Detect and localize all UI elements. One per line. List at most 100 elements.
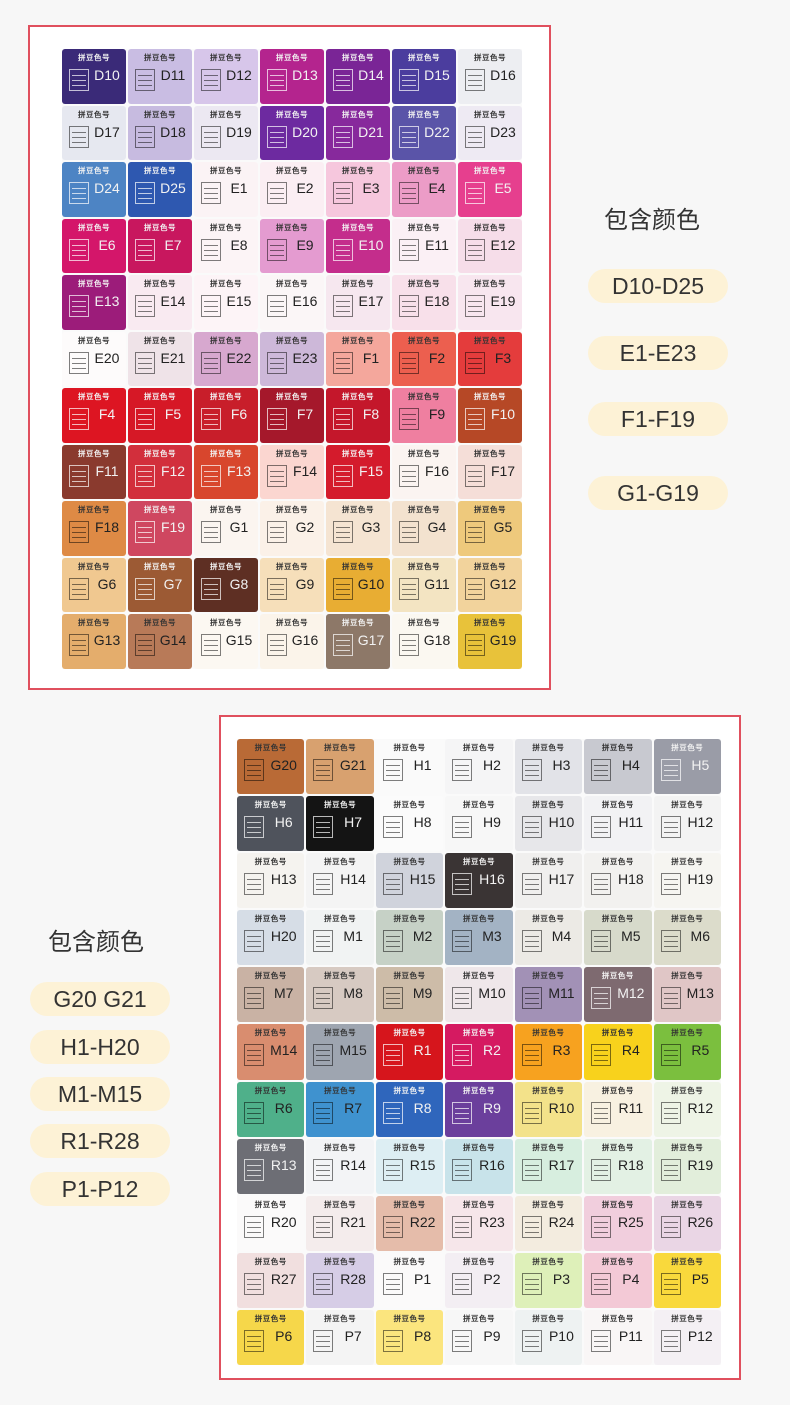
swatch-brand-label: 拼豆色号 [210,279,242,289]
swatch-info-box [452,987,473,1010]
swatch-code: E9 [296,236,314,253]
swatch-brand-label: 拼豆色号 [78,505,110,515]
swatch-brand-label: 拼豆色号 [210,335,242,345]
swatch-card: 拼豆色号 G4 [392,501,456,556]
swatch-brand-label: 拼豆色号 [393,1199,426,1209]
swatch-info-box [333,351,353,374]
swatch-info-box [465,295,485,318]
swatch-info-box [399,577,419,600]
swatch-card: 拼豆色号 M10 [445,967,513,1023]
swatch-card: 拼豆色号 G10 [326,557,390,613]
swatch-card: 拼豆色号 E21 [128,331,192,387]
swatch-info-box [382,1158,403,1181]
range-badge: H1-H20 [30,1030,170,1064]
swatch-code: F18 [94,519,120,536]
swatch-code: H5 [691,757,710,773]
swatch-code: G1 [229,519,249,536]
swatch-brand-label: 拼豆色号 [210,222,242,232]
swatch-card: 拼豆色号 G15 [194,614,258,669]
swatch-brand-label: 拼豆色号 [532,1142,565,1152]
swatch-brand-label: 拼豆色号 [144,505,176,515]
swatch-code: E3 [362,180,380,197]
swatch-info-box [591,987,612,1010]
swatch-card: 拼豆色号 R4 [584,1024,652,1080]
swatch-info-box [382,1215,403,1238]
swatch-info-box [333,69,353,91]
swatch-code: D16 [490,67,516,83]
swatch-card: 拼豆色号 G19 [458,614,522,669]
swatch-info-box [591,1272,612,1295]
swatch-info-box [267,125,287,148]
swatch-card: 拼豆色号 E4 [392,162,456,217]
swatch-code: E14 [160,293,186,310]
swatch-card: 拼豆色号 R26 [653,1195,721,1251]
swatch-card: 拼豆色号 R24 [514,1195,583,1251]
swatch-card: 拼豆色号 F1 [326,331,390,387]
swatch-code: D11 [160,67,186,83]
swatch-brand-label: 拼豆色号 [342,618,374,628]
swatch-card: 拼豆色号 R11 [584,1081,652,1137]
swatch-info-box [660,1101,681,1124]
swatch-info-box [333,577,353,600]
swatch-info-box [244,873,264,896]
swatch-code: R16 [479,1156,505,1173]
swatch-card: 拼豆色号 M4 [514,910,583,966]
swatch-brand-label: 拼豆色号 [462,1085,495,1095]
swatch-code: M2 [412,928,433,945]
swatch-code: H16 [479,871,505,888]
swatch-code: M12 [617,985,645,1002]
swatch-card: 拼豆色号 D13 [260,49,324,104]
swatch-brand-label: 拼豆色号 [601,1199,634,1209]
swatch-card: 拼豆色号 F2 [392,331,456,387]
swatch-info-box [69,182,89,205]
swatch-brand-label: 拼豆色号 [393,1313,426,1323]
swatch-code: P11 [618,1327,643,1344]
swatch-code: H18 [618,871,644,888]
swatch-card: 拼豆色号 R22 [375,1195,444,1251]
swatch-code: R26 [687,1213,714,1230]
swatch-info-box [465,69,485,91]
swatch-card: 拼豆色号 H12 [653,796,721,852]
swatch-code: P4 [622,1270,640,1287]
swatch-brand-label: 拼豆色号 [532,1085,565,1095]
swatch-brand-label: 拼豆色号 [462,1028,495,1038]
swatch-card: 拼豆色号 E15 [194,275,258,330]
swatch-info-box [333,521,353,544]
swatch-info-box [465,577,485,600]
swatch-brand-label: 拼豆色号 [342,166,374,176]
swatch-brand-label: 拼豆色号 [324,857,357,867]
swatch-code: D10 [94,67,120,83]
swatch-card: 拼豆色号 H11 [584,796,652,852]
swatch-code: R10 [548,1099,575,1116]
swatch-info-box [521,930,542,953]
swatch-brand-label: 拼豆色号 [78,109,110,119]
swatch-info-box [333,295,353,318]
swatch-code: D25 [160,180,186,197]
swatch-brand-label: 拼豆色号 [601,1085,634,1095]
swatch-info-box [382,1272,403,1295]
swatch-card: 拼豆色号 P8 [375,1309,444,1365]
swatch-code: E23 [292,349,318,366]
swatch-info-box [244,930,264,953]
swatch-brand-label: 拼豆色号 [144,222,176,232]
swatch-info-box [201,69,221,91]
swatch-card: 拼豆色号 P5 [653,1252,721,1308]
swatch-code: F7 [296,406,314,423]
swatch-code: F19 [160,519,186,536]
swatch-info-box [69,464,89,487]
swatch-brand-label: 拼豆色号 [671,857,704,867]
range-badge: G1-G19 [588,476,728,510]
swatch-info-box [399,521,419,544]
swatch-info-box [399,408,419,431]
swatch-card: 拼豆色号 G14 [128,614,192,669]
swatch-card: 拼豆色号 P10 [514,1309,583,1365]
swatch-brand-label: 拼豆色号 [254,971,287,981]
swatch-code: E17 [358,293,384,310]
swatch-code: R28 [340,1270,366,1287]
swatch-card: 拼豆色号 P2 [445,1252,513,1308]
swatch-brand-label: 拼豆色号 [408,618,440,628]
swatch-code: E21 [160,349,186,366]
swatch-info-box [465,125,485,148]
swatch-card: 拼豆色号 G20 [237,739,305,795]
swatch-code: P8 [414,1327,432,1344]
